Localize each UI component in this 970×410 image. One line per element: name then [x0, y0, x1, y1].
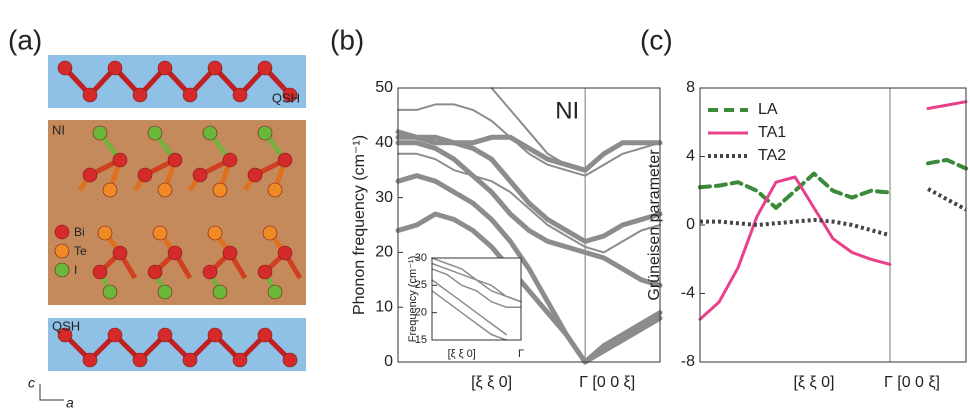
y-axis-label: Grüneisen parameter: [646, 149, 663, 301]
atom: [223, 153, 237, 167]
y-axis-label: Phonon frequency (cm⁻¹): [351, 135, 368, 315]
legend-label: TA2: [758, 147, 786, 164]
y-tick-label: 8: [686, 79, 695, 96]
plot-frame: [700, 88, 966, 362]
atom: [183, 88, 197, 102]
legend-label: Bi: [74, 225, 85, 239]
legend-label: LA: [758, 101, 778, 118]
atom: [248, 168, 262, 182]
y-tick-label: 10: [375, 298, 393, 315]
y-tick-label: 50: [375, 79, 393, 96]
x-tick-label: Γ [0 0 ξ]: [884, 374, 940, 391]
atom: [103, 285, 117, 299]
atom: [133, 353, 147, 367]
atom: [158, 61, 172, 75]
y-tick-label: 30: [375, 189, 393, 206]
legend-label: Te: [74, 244, 87, 258]
atom: [98, 226, 112, 240]
y-tick-label: 4: [686, 148, 695, 165]
y-tick-label: 0: [686, 216, 695, 233]
legend-label: TA1: [758, 124, 786, 141]
atom: [158, 328, 172, 342]
figure: (a)QSHNIQSHBiTeIca(b)01020304050Phonon f…: [0, 0, 970, 410]
annotation: NI: [555, 97, 579, 124]
axis-label: a: [66, 395, 74, 410]
y-tick-label: -8: [681, 353, 695, 370]
x-tick-label: [ξ ξ 0]: [793, 374, 834, 391]
atom: [153, 226, 167, 240]
atom: [213, 183, 227, 197]
atom: [258, 61, 272, 75]
atom: [93, 126, 107, 140]
x-tick-label: Γ: [518, 348, 524, 360]
y-tick-label: 20: [375, 244, 393, 261]
layer-label: QSH: [272, 90, 300, 105]
atom: [258, 328, 272, 342]
atom: [93, 265, 107, 279]
atom: [83, 353, 97, 367]
atom: [158, 183, 172, 197]
atom: [55, 263, 69, 277]
atom: [168, 153, 182, 167]
atom: [108, 328, 122, 342]
atom: [113, 153, 127, 167]
axis-label: c: [28, 375, 35, 391]
x-tick-label: [ξ ξ 0]: [471, 374, 512, 391]
atom: [58, 61, 72, 75]
atom: [148, 265, 162, 279]
atom: [108, 61, 122, 75]
atom: [83, 168, 97, 182]
atom: [213, 285, 227, 299]
atom: [168, 246, 182, 260]
atom: [203, 126, 217, 140]
inset-background: [432, 258, 521, 340]
atom: [258, 126, 272, 140]
series-line: [700, 189, 966, 235]
atom: [55, 244, 69, 258]
panel-label: (b): [330, 24, 364, 55]
atom: [263, 226, 277, 240]
atom: [208, 226, 222, 240]
atom: [208, 61, 222, 75]
atom: [268, 285, 282, 299]
atom: [83, 88, 97, 102]
series-line: [700, 160, 966, 208]
atom: [233, 353, 247, 367]
atom: [258, 265, 272, 279]
legend-label: I: [74, 263, 77, 277]
y-axis-label: Frequency (cm⁻¹): [407, 256, 419, 343]
panel-label: (c): [640, 24, 673, 55]
atom: [268, 183, 282, 197]
panel-label: (a): [8, 24, 42, 55]
atom: [55, 225, 69, 239]
y-tick-label: -4: [681, 285, 695, 302]
atom: [233, 88, 247, 102]
axis-glyph: [40, 384, 64, 400]
atom: [223, 246, 237, 260]
atom: [203, 265, 217, 279]
x-tick-label: Γ [0 0 ξ]: [579, 374, 635, 391]
atom: [103, 183, 117, 197]
atom: [283, 353, 297, 367]
atom: [278, 246, 292, 260]
atom: [193, 168, 207, 182]
atom: [158, 285, 172, 299]
y-tick-label: 0: [384, 353, 393, 370]
x-tick-label: [ξ ξ 0]: [448, 348, 476, 360]
atom: [138, 168, 152, 182]
y-tick-label: 40: [375, 134, 393, 151]
atom: [148, 126, 162, 140]
layer-label: NI: [52, 122, 65, 137]
atom: [133, 88, 147, 102]
atom: [183, 353, 197, 367]
layer-label: QSH: [52, 318, 80, 333]
atom: [113, 246, 127, 260]
atom: [278, 153, 292, 167]
atom: [208, 328, 222, 342]
